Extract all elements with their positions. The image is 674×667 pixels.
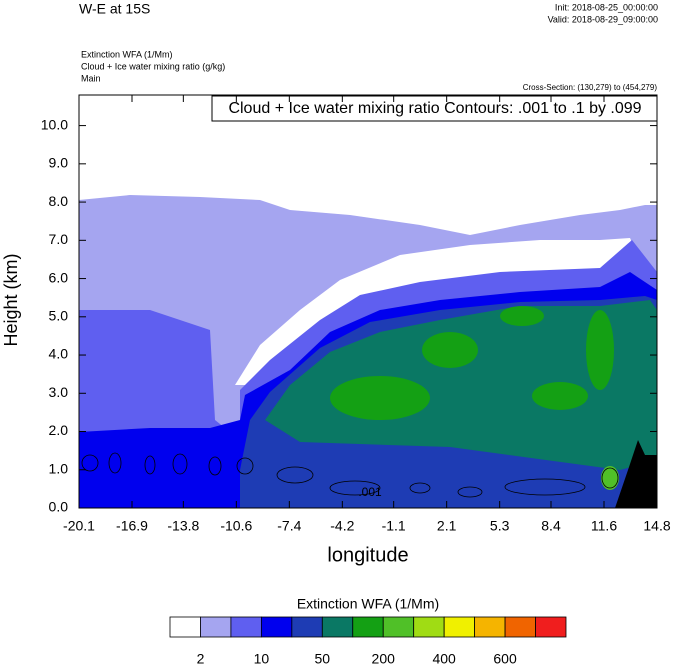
init-time: Init: 2018-08-25_00:00:00 [555,2,658,12]
y-tick-label: 8.0 [49,193,69,209]
contour-line [601,467,619,489]
contour-line [144,455,156,475]
contour-line [236,457,254,475]
colorbar-box [200,616,232,638]
plot-frame [78,94,658,509]
y-tick-label: 2.0 [49,422,69,438]
colorbar-label: 400 [432,651,456,667]
colorbar-box [230,616,262,638]
x-tick-label: -10.6 [220,518,252,534]
colorbar-label: 50 [315,651,331,667]
colorbar-box [169,616,201,638]
contour-lines [81,452,619,498]
y-axis-label: Height (km) [1,253,21,346]
y-tick-label: 1.0 [49,460,69,476]
x-tick-label: -7.4 [277,518,301,534]
x-tick-label: 5.3 [490,518,510,534]
contour-fill [615,440,657,508]
cross-section: Cross-Section: (130,279) to (454,279) [523,83,658,92]
contour-line [329,480,381,496]
x-axis-label: longitude [327,544,408,566]
x-tick-label: -1.1 [382,518,406,534]
colorbar-box [413,616,445,638]
contour-fill [601,466,619,490]
x-tick-label: 2.1 [437,518,457,534]
colorbar-label: 2 [197,651,205,667]
contour-line [276,466,314,484]
chart-title: W-E at 15S [79,1,150,17]
colorbar-box [443,616,476,638]
colorbar-label: 10 [254,651,270,667]
y-tick-label: 7.0 [49,231,69,247]
contour-line [457,486,483,498]
colorbar-box [504,616,536,638]
colorbar-box [535,616,567,638]
field-name: Cloud + Ice water mixing ratio (g/kg) [81,61,225,71]
x-tick-label: -4.2 [330,518,354,534]
contour-line [208,456,222,476]
contour-fill [265,300,657,470]
colorbar-box [260,616,293,638]
contour-label: .001 [358,485,382,499]
field-name: Main [81,73,101,83]
contour-line [172,453,188,475]
contour-line [409,482,431,494]
contour-line [81,454,99,472]
colorbar-title: Extinction WFA (1/Mm) [297,596,439,612]
contour-fill [422,332,478,368]
colorbar-box [382,616,415,638]
contour-fill [586,310,614,390]
contour-field: .001 [79,95,657,508]
contour-fill [330,376,430,420]
y-tick-label: 10.0 [41,116,68,132]
valid-time: Valid: 2018-08-29_09:00:00 [548,14,658,24]
contour-fill [532,382,588,410]
colorbar-box [291,616,323,638]
x-tick-label: -13.8 [167,518,199,534]
y-tick-label: 0.0 [49,499,69,515]
colorbar-box [321,616,354,638]
colorbar-label: 600 [493,651,517,667]
y-tick-label: 6.0 [49,269,69,285]
y-tick-label: 4.0 [49,346,69,362]
y-tick-label: 3.0 [49,384,69,400]
contour-info: Cloud + Ice water mixing ratio Contours:… [228,100,641,117]
field-name: Extinction WFA (1/Mm) [81,49,173,59]
contour-fill [500,306,544,326]
x-tick-label: -20.1 [63,518,95,534]
info-box [211,95,658,122]
colorbar-box [474,616,506,638]
x-tick-label: -16.9 [116,518,148,534]
x-tick-label: 8.4 [541,518,561,534]
x-tick-label: 14.8 [643,518,670,534]
y-tick-label: 9.0 [49,155,69,171]
x-tick-label: 11.6 [591,518,617,534]
contour-line [504,478,586,496]
contour-line [108,452,122,474]
colorbar-label: 200 [372,651,396,667]
colorbar-box [352,616,384,638]
y-tick-label: 5.0 [49,307,69,323]
